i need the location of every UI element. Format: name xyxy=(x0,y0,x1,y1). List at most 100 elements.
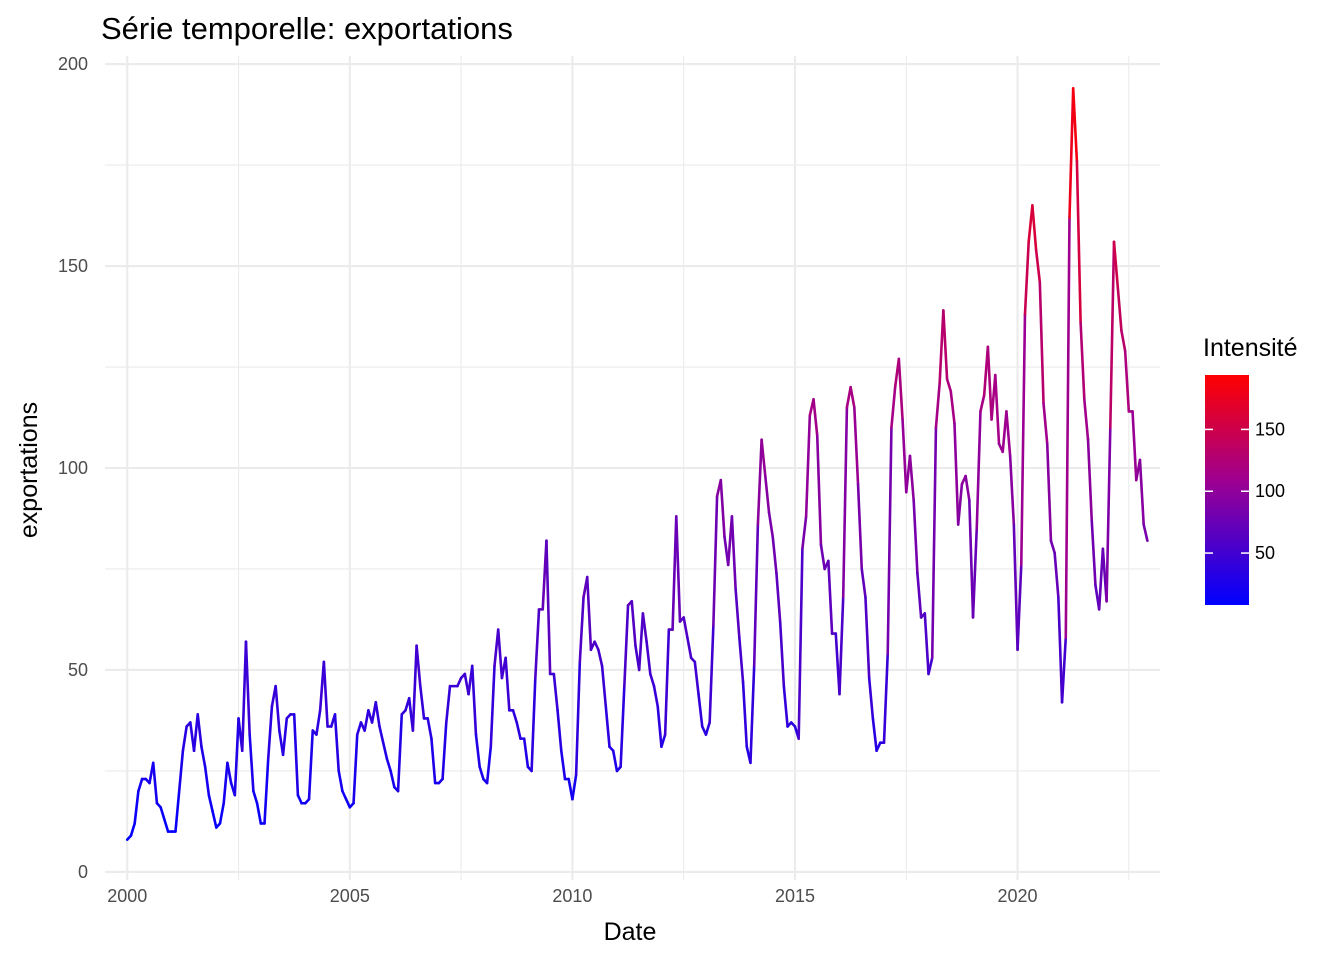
series-segment xyxy=(708,624,715,724)
legend-colorbar xyxy=(1205,375,1249,605)
series-segment xyxy=(559,749,567,781)
series-segment xyxy=(307,729,315,801)
series-segment xyxy=(233,717,240,797)
series-segment xyxy=(660,733,667,749)
series-segment xyxy=(1031,204,1038,252)
legend-tick-label: 100 xyxy=(1255,481,1285,501)
series-segment xyxy=(474,733,481,769)
series-segment xyxy=(934,381,941,429)
series-segment xyxy=(1083,398,1090,442)
series-segment xyxy=(986,345,993,421)
series-segment xyxy=(240,640,248,753)
series-segment xyxy=(767,511,775,538)
series-segment xyxy=(203,765,211,797)
series-segment xyxy=(177,749,185,793)
series-segment xyxy=(882,652,890,744)
series-segment xyxy=(778,620,786,688)
series-segment xyxy=(315,709,322,736)
series-segment xyxy=(771,535,778,575)
series-segment xyxy=(207,793,214,813)
series-segment xyxy=(890,385,897,429)
y-axis-ticks: 0 50 100 150 200 xyxy=(58,54,88,882)
series-segment xyxy=(704,721,711,736)
series-segment xyxy=(953,422,960,526)
series-segment xyxy=(1142,523,1149,543)
series-segment xyxy=(611,749,619,773)
series-segment xyxy=(975,410,982,530)
series-segment xyxy=(964,474,971,502)
series-segment xyxy=(604,705,611,749)
series-segment xyxy=(496,628,504,680)
series-segment xyxy=(419,684,426,720)
series-segment xyxy=(849,385,856,409)
series-segment xyxy=(686,636,693,660)
series-segment xyxy=(930,426,938,660)
series-segment xyxy=(1042,402,1049,446)
series-segment xyxy=(522,737,530,769)
series-segment xyxy=(993,373,1001,446)
series-segment xyxy=(752,523,760,668)
series-segment xyxy=(456,676,463,688)
series-segment xyxy=(741,680,749,749)
series-segment xyxy=(489,664,496,749)
series-segment xyxy=(1071,87,1079,163)
series-segment xyxy=(578,595,585,664)
series-segment xyxy=(322,660,329,728)
series-segment xyxy=(1075,159,1082,324)
series-segment xyxy=(1108,240,1116,429)
series-segment xyxy=(860,567,867,599)
series-segment xyxy=(296,793,303,805)
y-tick-label: 100 xyxy=(58,458,88,478)
series-segment xyxy=(764,474,771,514)
series-segment xyxy=(263,757,270,825)
series-segment xyxy=(574,660,582,777)
series-segment xyxy=(641,612,648,643)
series-segment xyxy=(159,805,166,821)
x-tick-label: 2020 xyxy=(998,886,1038,906)
series-segment xyxy=(645,640,652,676)
series-segment xyxy=(945,377,953,393)
series-segment xyxy=(775,571,782,623)
series-segment xyxy=(734,587,741,639)
series-segment xyxy=(274,684,281,732)
series-segment xyxy=(886,426,893,656)
series-segment xyxy=(1138,458,1145,526)
series-segment xyxy=(352,733,359,805)
series-segment xyxy=(916,571,923,619)
series-segment xyxy=(218,801,226,825)
series-segment xyxy=(630,599,637,648)
series-segment xyxy=(838,595,845,696)
series-segment xyxy=(374,700,381,728)
series-segment xyxy=(797,547,804,740)
series-segment xyxy=(782,684,789,728)
series-segment xyxy=(248,733,255,793)
series-segment xyxy=(511,709,519,724)
x-axis-ticks: 2000 2005 2010 2015 2020 xyxy=(107,886,1037,906)
series-segment xyxy=(151,761,159,805)
series-segment xyxy=(597,648,604,668)
x-tick-label: 2015 xyxy=(775,886,815,906)
series-segment xyxy=(956,482,964,526)
series-segment xyxy=(1112,240,1120,288)
series-segment xyxy=(252,789,259,805)
series-segment xyxy=(856,482,864,571)
series-segment xyxy=(181,725,188,753)
series-segment xyxy=(1097,547,1105,611)
series-segment xyxy=(430,737,437,785)
series-segment xyxy=(1049,539,1056,555)
grid xyxy=(105,56,1160,880)
series-segment xyxy=(137,777,144,793)
series-segment xyxy=(415,644,422,688)
series-segment xyxy=(841,406,849,599)
series-segment xyxy=(1012,523,1019,652)
series-segment xyxy=(912,499,919,575)
series-segment xyxy=(1131,410,1138,482)
series-segment xyxy=(163,818,170,833)
series-segment xyxy=(1019,313,1027,567)
series-segment xyxy=(426,717,433,740)
legend-tick-label: 50 xyxy=(1255,543,1275,563)
series-segment xyxy=(674,515,682,623)
series-segment xyxy=(129,822,136,837)
series-segment xyxy=(819,543,826,571)
series-segment xyxy=(211,810,218,829)
